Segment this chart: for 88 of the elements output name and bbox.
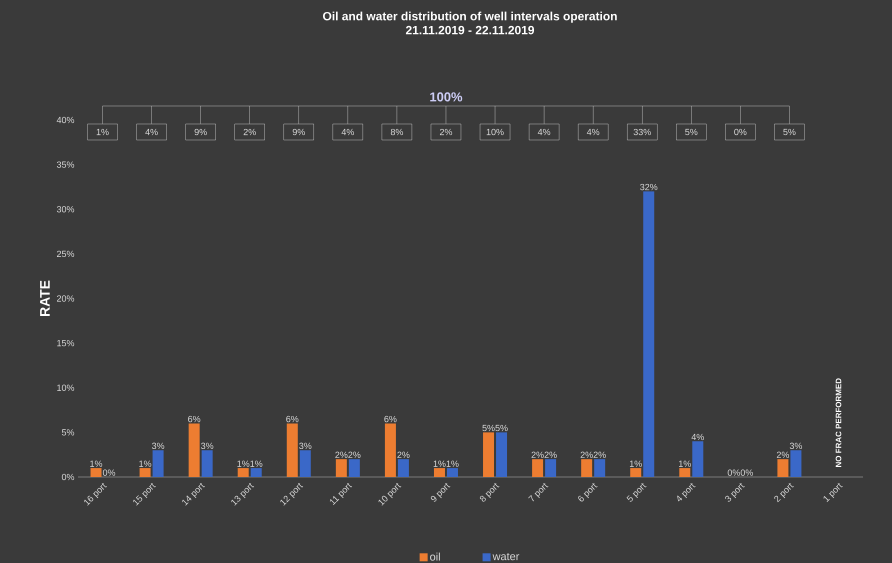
y-tick-label: 20% [56,295,74,302]
bar [643,191,654,477]
annotation: 0% [734,128,747,136]
bar [336,459,347,477]
y-tick-label: 15% [57,340,74,346]
annotation: 4% [586,128,600,136]
bar [692,441,704,477]
data-label: 3% [299,442,312,450]
data-label: 1% [630,460,642,467]
annotation: 4% [342,128,354,136]
data-label: 1% [434,460,446,467]
data-label: 1% [90,460,102,467]
annotation: 8% [390,128,404,136]
x-tick-label: 7 port [528,482,548,502]
legend-label: water [492,553,520,560]
annotation: 9% [292,128,305,136]
annotation: 33% [634,128,651,136]
data-label: 1% [678,460,691,467]
bar [286,423,298,477]
bar [532,459,544,477]
data-label: 5% [482,424,495,432]
bar [250,468,262,477]
bar [188,423,200,477]
data-label: 3% [201,442,214,450]
data-label: 0% [102,469,116,476]
bar [679,468,690,477]
data-label: 3% [152,442,164,450]
chart-title: Oil and water distribution of well intervals operation [323,12,617,23]
data-label: 6% [286,416,298,422]
bar [300,450,311,477]
data-label: 2% [397,452,410,458]
y-tick-label: 30% [56,206,74,212]
data-label: 32% [640,184,658,190]
annotation: 5% [685,128,698,136]
text: 100% [430,92,462,102]
bar [594,459,606,477]
data-label: 0% [728,469,740,476]
data-label: 2% [335,452,348,458]
bar [545,459,556,477]
bar [790,450,802,477]
data-label: 1% [139,460,152,467]
bar [140,468,151,477]
bar [348,459,360,477]
bar [630,468,642,477]
y-tick-label: 10% [57,384,74,391]
y-tick-label: 25% [56,250,74,258]
data-label: 3% [790,442,802,450]
data-label: 6% [384,416,397,422]
bar [152,450,164,477]
data-label: 2% [544,452,557,458]
annotation: 2% [244,128,256,136]
data-label: 5% [495,424,508,432]
annotation: 5% [783,128,796,136]
data-label: 1% [446,460,459,467]
bar [202,450,213,477]
y-tick-label: 40% [56,116,74,124]
data-label: 1% [237,460,250,467]
bar [483,432,494,477]
bar [238,468,249,477]
annotation: 10% [486,128,504,136]
y-tick-label: 0% [62,474,74,480]
bar [90,468,102,477]
data-label: 2% [776,452,790,458]
data-label: 2% [348,452,361,458]
annotation: 4% [145,128,158,136]
data-label: 0% [740,469,754,476]
legend-label: oil [430,552,440,561]
bar [384,423,396,477]
bar [398,459,409,477]
data-label: 1% [250,460,262,467]
y-axis-title: RATE [40,280,50,316]
data-label: 2% [594,452,606,458]
annotation: 1% [96,128,109,136]
bar [777,459,788,477]
chart-subtitle: 21.11.2019 - 22.11.2019 [406,26,534,34]
bar [496,432,508,477]
y-tick-label: 5% [62,429,74,436]
bar [434,468,445,477]
annotation: 2% [440,128,452,136]
data-label: 4% [692,434,704,440]
annotation: 4% [538,128,550,136]
data-label: 2% [580,452,593,458]
data-label: 6% [188,416,200,422]
annotation: 9% [194,128,207,136]
data-label: 2% [532,452,544,458]
bar [581,459,592,477]
bar [446,468,458,477]
y-tick-label: 35% [56,161,74,168]
